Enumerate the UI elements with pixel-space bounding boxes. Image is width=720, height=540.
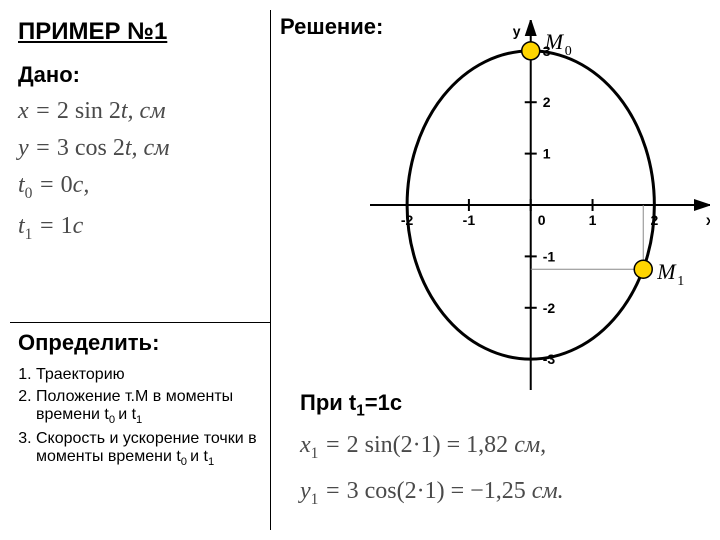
eq-t0-text: t0 = 0c,: [18, 172, 89, 198]
trajectory-diagram: -2-1012-3-2-1123M0M1xy: [370, 20, 710, 390]
svg-text:1: 1: [589, 212, 597, 228]
svg-text:-1: -1: [543, 248, 556, 264]
equation-t1: t1 = 1c: [18, 213, 268, 244]
svg-text:1: 1: [677, 274, 684, 289]
svg-text:0: 0: [565, 44, 572, 59]
task-item: Скорость и ускорение точки в моменты вре…: [36, 430, 268, 468]
task-1-text: Траекторию: [36, 366, 125, 383]
at-t1-label: При t1=1c: [300, 390, 402, 420]
task-item: Траекторию: [36, 366, 268, 384]
svg-text:M: M: [544, 29, 565, 54]
horizontal-divider: [10, 322, 270, 323]
svg-text:y: y: [513, 23, 521, 39]
determine-heading: Определить:: [18, 330, 268, 356]
svg-text:-2: -2: [543, 300, 556, 316]
task-list: Траекторию Положение т.M в моменты време…: [18, 366, 268, 468]
eq-t1-text: t1 = 1c: [18, 213, 83, 239]
eq-y-text: y = 3 cos 2t, см: [18, 135, 170, 161]
determine-block: Определить: Траекторию Положение т.M в м…: [18, 330, 268, 472]
svg-text:2: 2: [543, 94, 551, 110]
vertical-divider: [270, 10, 271, 530]
equation-y: y = 3 cos 2t, см: [18, 135, 268, 162]
svg-text:1: 1: [543, 146, 551, 162]
svg-text:-1: -1: [463, 212, 476, 228]
solution-y1: y1 = 3 cos(2·1) = −1,25 см.: [300, 478, 564, 509]
equation-t0: t0 = 0c,: [18, 172, 268, 203]
solution-x1: x1 = 2 sin(2·1) = 1,82 см,: [300, 432, 546, 463]
left-column: ПРИМЕР №1 Дано: x = 2 sin 2t, см y = 3 c…: [18, 18, 268, 254]
task-3-text: Скорость и ускорение точки в моменты вре…: [36, 430, 257, 465]
svg-text:0: 0: [538, 212, 546, 228]
example-title: ПРИМЕР №1: [18, 18, 268, 46]
task-item: Положение т.M в моменты времени t0 и t1: [36, 388, 268, 426]
equation-x: x = 2 sin 2t, см: [18, 98, 268, 125]
svg-text:M: M: [656, 259, 677, 284]
eq-x-text: x = 2 sin 2t, см: [18, 98, 166, 124]
task-2-text: Положение т.M в моменты времени t0 и t1: [36, 388, 233, 423]
svg-text:x: x: [706, 212, 710, 228]
given-heading: Дано:: [18, 62, 268, 88]
